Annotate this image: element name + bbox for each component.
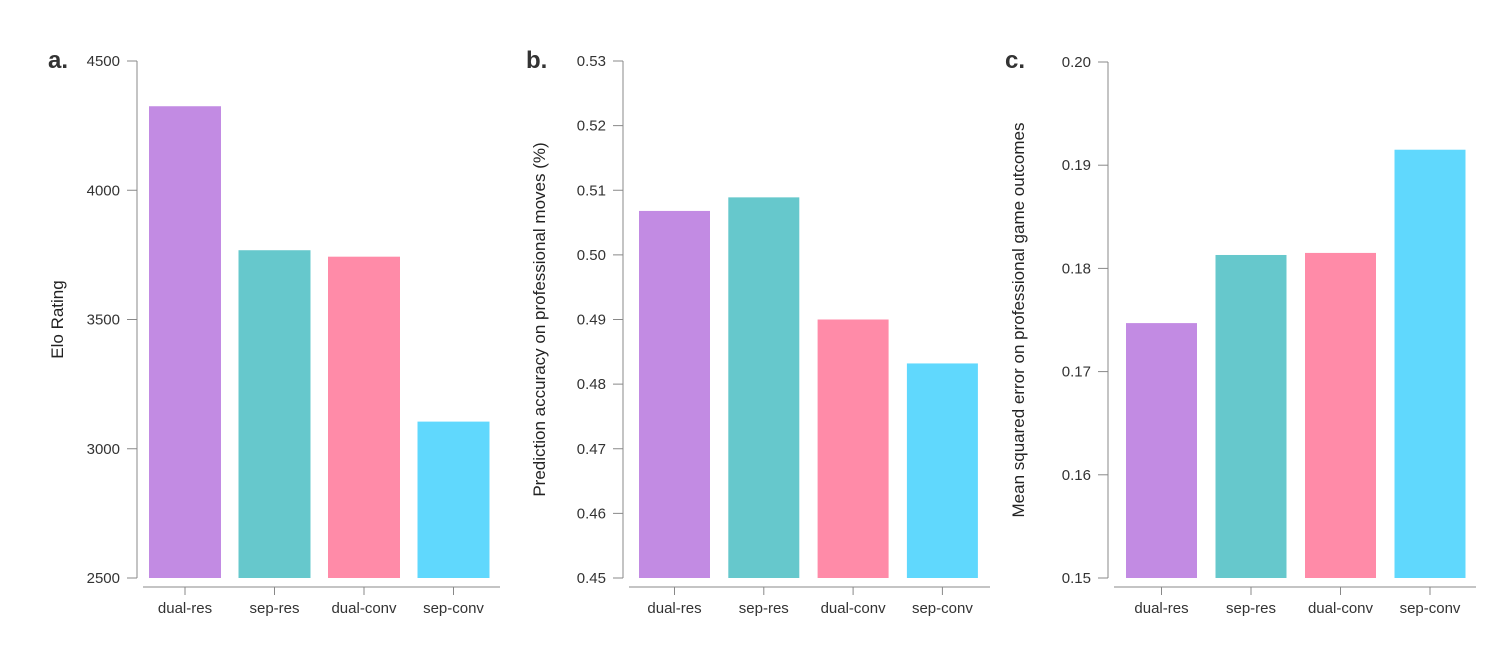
- y-tick-label: 0.18: [1062, 260, 1091, 277]
- y-tick-label: 0.46: [577, 505, 606, 522]
- x-tick-label-sep-conv: sep-conv: [1400, 600, 1461, 617]
- bar-dual-res: [639, 210, 710, 578]
- panel-label: c.: [1005, 47, 1025, 74]
- y-tick-label: 0.16: [1062, 467, 1091, 484]
- bar-sep-res: [238, 250, 311, 579]
- y-axis-title: Prediction accuracy on professional move…: [530, 142, 549, 496]
- bar-dual-conv: [1305, 252, 1376, 579]
- y-tick-label: 0.48: [577, 376, 606, 393]
- bar-dual-res: [149, 106, 221, 579]
- chart-panel-b: b. 0.45 0.46 0.47 0.48 0.49 0.50 0.51 0.52 0.53 Pr…: [526, 47, 990, 617]
- y-tick-label: 2500: [87, 570, 120, 587]
- bar-sep-conv: [906, 363, 978, 578]
- y-tick-label: 3500: [87, 312, 120, 329]
- y-axis-title: Mean squared error on professional game …: [1009, 123, 1028, 518]
- y-tick-label: 0.52: [577, 118, 606, 135]
- x-tick-label-sep-conv: sep-conv: [423, 600, 484, 617]
- x-tick-label-dual-conv: dual-conv: [1308, 600, 1374, 617]
- chart-panel-a: a. 2500 3000 3500 4000 4500 Elo Rating dual-res…: [48, 47, 500, 617]
- y-tick-label: 3000: [87, 441, 120, 458]
- bar-sep-res: [1215, 254, 1287, 578]
- x-tick-label-dual-conv: dual-conv: [821, 600, 887, 617]
- y-tick-label: 0.15: [1062, 570, 1091, 587]
- x-tick-label-sep-conv: sep-conv: [912, 600, 973, 617]
- bar-dual-res: [1126, 323, 1197, 578]
- y-tick-label: 0.45: [577, 570, 606, 587]
- x-tick-label-sep-res: sep-res: [739, 600, 789, 617]
- y-tick-label: 0.20: [1062, 54, 1091, 71]
- x-tick-label-dual-res: dual-res: [1134, 600, 1188, 617]
- x-tick-label-dual-res: dual-res: [647, 600, 701, 617]
- panel-label: b.: [526, 47, 547, 74]
- y-tick-label: 0.19: [1062, 157, 1091, 174]
- bar-dual-conv: [817, 319, 889, 578]
- bar-sep-conv: [417, 421, 490, 578]
- y-tick-label: 4500: [87, 53, 120, 70]
- y-tick-label: 0.50: [577, 247, 606, 264]
- bar-sep-conv: [1394, 149, 1466, 578]
- y-tick-label: 0.17: [1062, 364, 1091, 381]
- y-tick-label: 0.53: [577, 53, 606, 70]
- y-tick-label: 0.49: [577, 312, 606, 329]
- x-tick-label-sep-res: sep-res: [1226, 600, 1276, 617]
- x-tick-label-dual-res: dual-res: [158, 600, 212, 617]
- y-tick-label: 0.47: [577, 441, 606, 458]
- chart-panel-c: c. 0.15 0.16 0.17 0.18 0.19 0.20 Mean squared e…: [1005, 47, 1476, 617]
- y-tick-label: 4000: [87, 182, 120, 199]
- bar-dual-conv: [328, 256, 400, 578]
- x-tick-label-dual-conv: dual-conv: [331, 600, 397, 617]
- x-tick-label-sep-res: sep-res: [249, 600, 299, 617]
- panel-label: a.: [48, 47, 68, 74]
- bar-sep-res: [728, 197, 800, 578]
- y-axis-title: Elo Rating: [48, 280, 67, 358]
- y-tick-label: 0.51: [577, 182, 606, 199]
